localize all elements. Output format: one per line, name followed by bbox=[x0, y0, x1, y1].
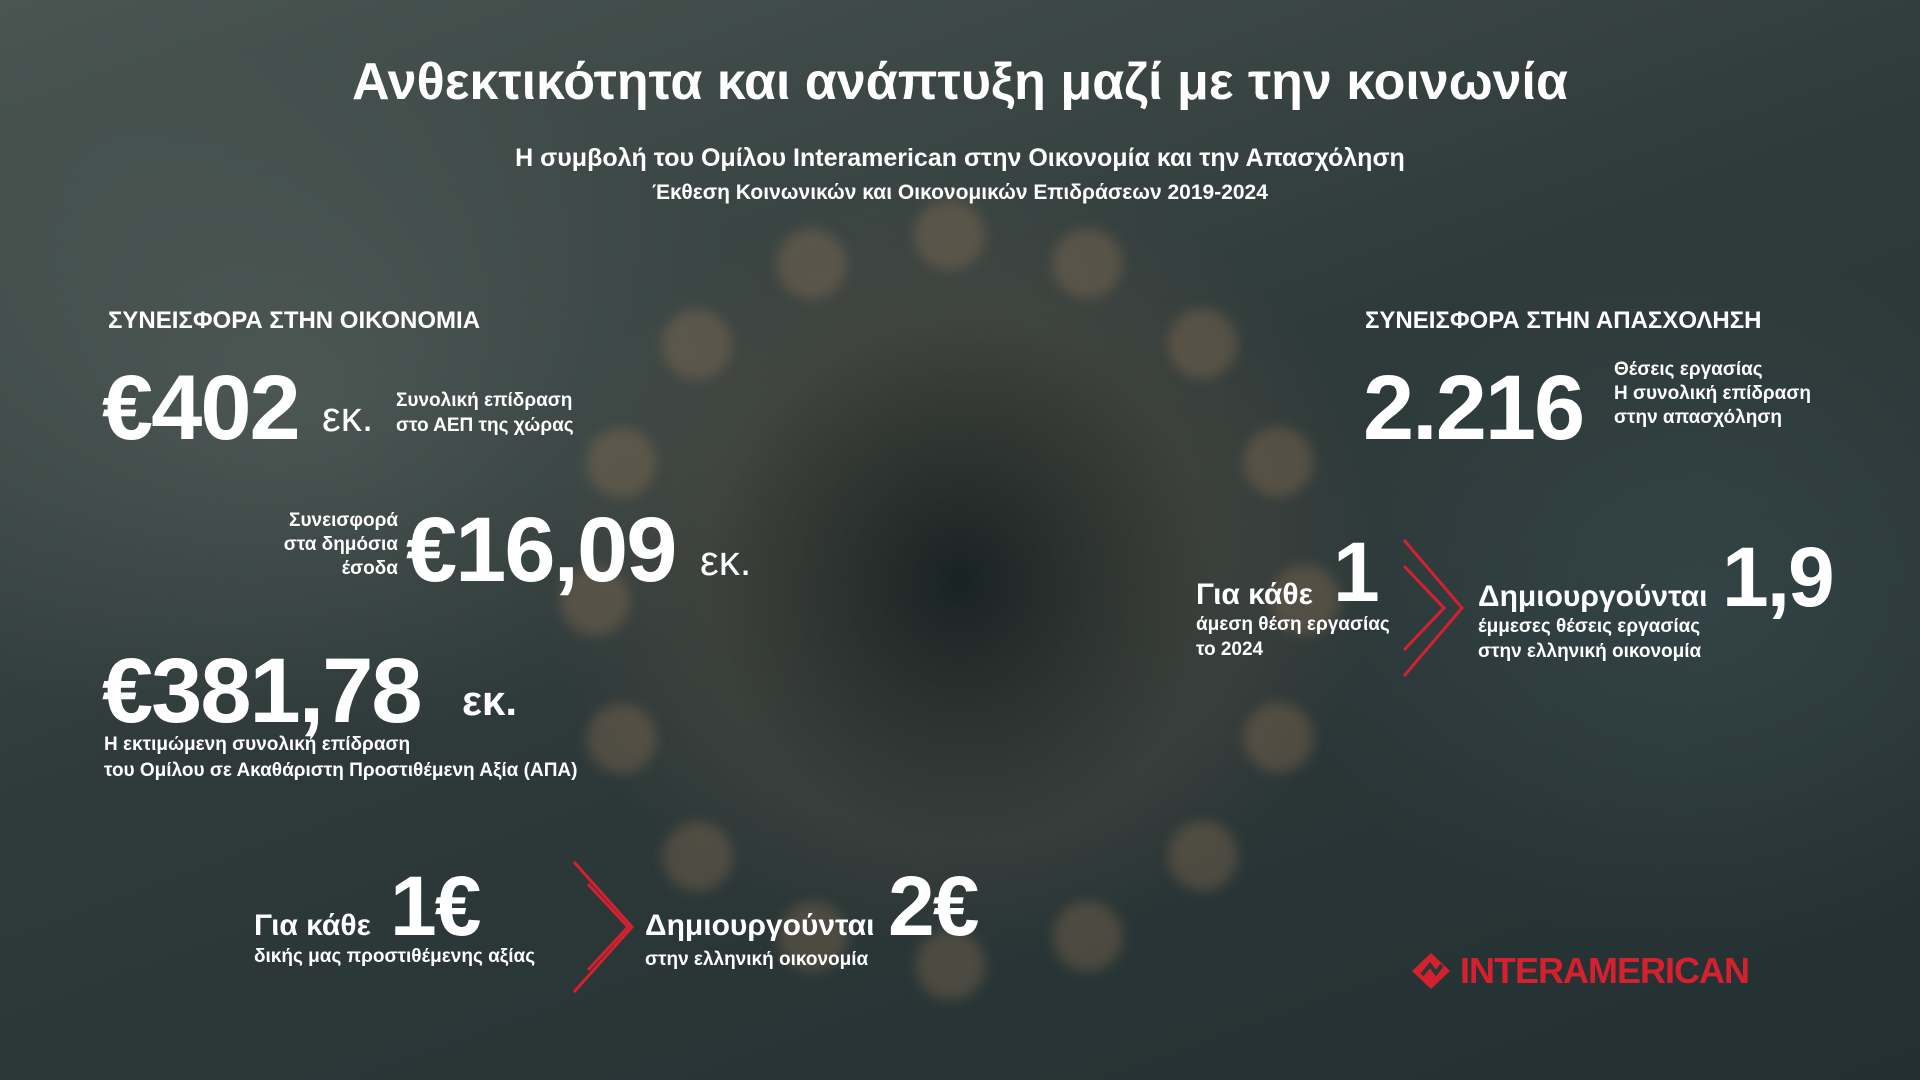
gva-value: €381,78 bbox=[102, 640, 423, 742]
jobs-result: 1,9 bbox=[1722, 530, 1835, 624]
revenue-label-line: στα δημόσια bbox=[283, 534, 398, 555]
report-title: Έκθεση Κοινωνικών και Οικονομικών Επιδρά… bbox=[652, 181, 1268, 204]
jobs-desc-line: Θέσεις εργασίας bbox=[1614, 359, 1763, 380]
page-title: Ανθεκτικότητα και ανάπτυξη μαζί με την κ… bbox=[352, 53, 1568, 111]
jobs-desc-line: Η συνολική επίδραση bbox=[1614, 383, 1811, 404]
revenue-label: Συνεισφορά στα δημόσια έσοδα bbox=[238, 509, 398, 581]
interamerican-logo: INTERAMERICAN bbox=[1410, 950, 1750, 992]
revenue-label-line: Συνεισφορά bbox=[289, 510, 398, 531]
gdp-desc: Συνολική επίδραση στο ΑΕΠ της χώρας bbox=[396, 388, 574, 438]
value-input-desc: δικής μας προστιθέμενης αξίας bbox=[254, 946, 536, 967]
value-result-desc: στην ελληνική οικονομία bbox=[645, 949, 869, 970]
page-subtitle: Η συμβολή του Ομίλου Interamerican στην … bbox=[515, 144, 1405, 172]
jobs-value: 2.216 bbox=[1363, 357, 1585, 459]
revenue-label-line: έσοδα bbox=[341, 558, 398, 579]
value-result: 2€ bbox=[888, 859, 979, 953]
jobs-desc-line: στην απασχόληση bbox=[1614, 407, 1782, 428]
gdp-desc-line: Συνολική επίδραση bbox=[396, 390, 573, 411]
jobs-input: 1 bbox=[1333, 525, 1380, 619]
gva-unit: εκ. bbox=[462, 677, 518, 724]
jobs-creates-label: Δημιουργούνται bbox=[1478, 580, 1708, 613]
employment-heading: ΣΥΝΕΙΣΦΟΡΑ ΣΤΗΝ ΑΠΑΣΧΟΛΗΣΗ bbox=[1365, 307, 1762, 334]
economy-heading: ΣΥΝΕΙΣΦΟΡΑ ΣΤΗΝ ΟΙΚΟΝΟΜΙΑ bbox=[108, 307, 481, 334]
jobs-desc: Θέσεις εργασίας Η συνολική επίδραση στην… bbox=[1614, 358, 1811, 430]
gva-desc-line: του Ομίλου σε Ακαθάριστη Προστιθέμενη Αξ… bbox=[104, 760, 578, 781]
jobs-for-each-label: Για κάθε bbox=[1196, 578, 1313, 611]
value-for-each-label: Για κάθε bbox=[254, 909, 371, 942]
gdp-unit: εκ. bbox=[322, 393, 374, 440]
gva-desc: Η εκτιμώμενη συνολική επίδραση του Ομίλο… bbox=[104, 732, 577, 784]
gdp-value: €402 bbox=[102, 357, 301, 459]
jobs-result-desc: έμμεσες θέσεις εργασίας στην ελληνική οι… bbox=[1478, 614, 1701, 664]
gva-desc-line: Η εκτιμώμενη συνολική επίδραση bbox=[104, 734, 411, 755]
value-creates-label: Δημιουργούνται bbox=[645, 909, 875, 942]
jobs-result-desc-line: στην ελληνική οικονομία bbox=[1478, 641, 1702, 662]
revenue-unit: εκ. bbox=[700, 537, 752, 584]
interamerican-logo-icon bbox=[1412, 953, 1450, 989]
gdp-desc-line: στο ΑΕΠ της χώρας bbox=[396, 415, 574, 436]
jobs-input-desc: άμεση θέση εργασίας το 2024 bbox=[1196, 612, 1390, 662]
chevron-right-icon bbox=[572, 861, 635, 993]
jobs-input-desc-line: το 2024 bbox=[1196, 639, 1264, 660]
value-input: 1€ bbox=[390, 859, 481, 953]
jobs-result-desc-line: έμμεσες θέσεις εργασίας bbox=[1478, 616, 1701, 637]
logo-text: INTERAMERICAN bbox=[1460, 950, 1750, 991]
chevron-right-icon bbox=[1402, 539, 1464, 677]
revenue-value: €16,09 bbox=[406, 499, 677, 601]
jobs-input-desc-line: άμεση θέση εργασίας bbox=[1196, 614, 1390, 635]
